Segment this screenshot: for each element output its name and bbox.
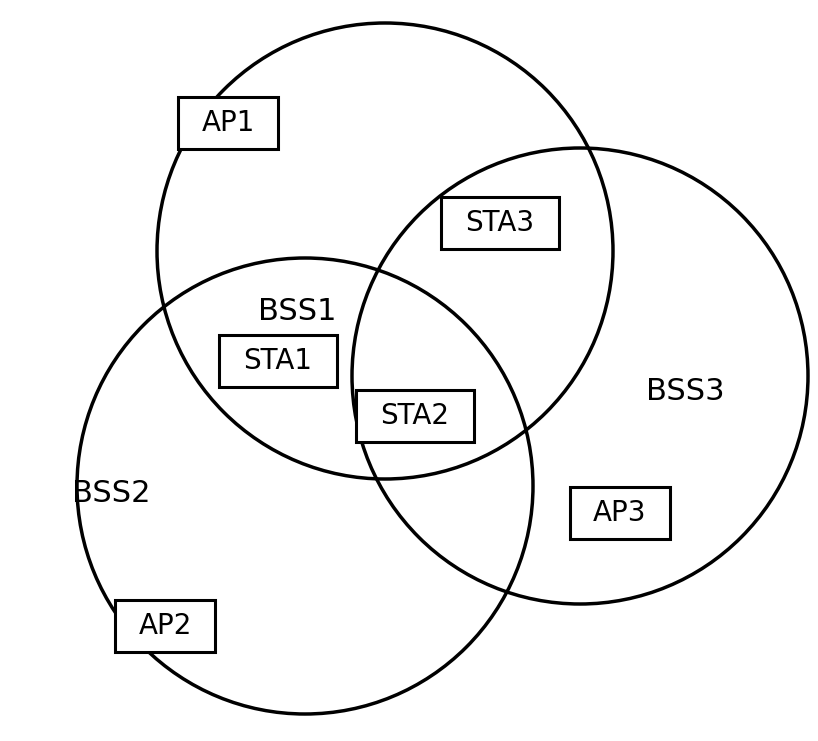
Text: STA2: STA2	[380, 402, 450, 430]
Text: STA3: STA3	[465, 209, 534, 237]
Text: AP3: AP3	[593, 499, 647, 527]
Text: STA1: STA1	[244, 347, 312, 375]
FancyBboxPatch shape	[219, 335, 337, 387]
FancyBboxPatch shape	[115, 600, 215, 652]
FancyBboxPatch shape	[441, 197, 559, 249]
FancyBboxPatch shape	[570, 487, 670, 539]
FancyBboxPatch shape	[178, 97, 278, 149]
Text: AP1: AP1	[201, 109, 254, 137]
Text: BSS2: BSS2	[72, 479, 151, 508]
Text: AP2: AP2	[138, 612, 191, 640]
Text: BSS3: BSS3	[646, 376, 725, 405]
FancyBboxPatch shape	[356, 390, 474, 442]
Text: BSS1: BSS1	[258, 296, 336, 325]
